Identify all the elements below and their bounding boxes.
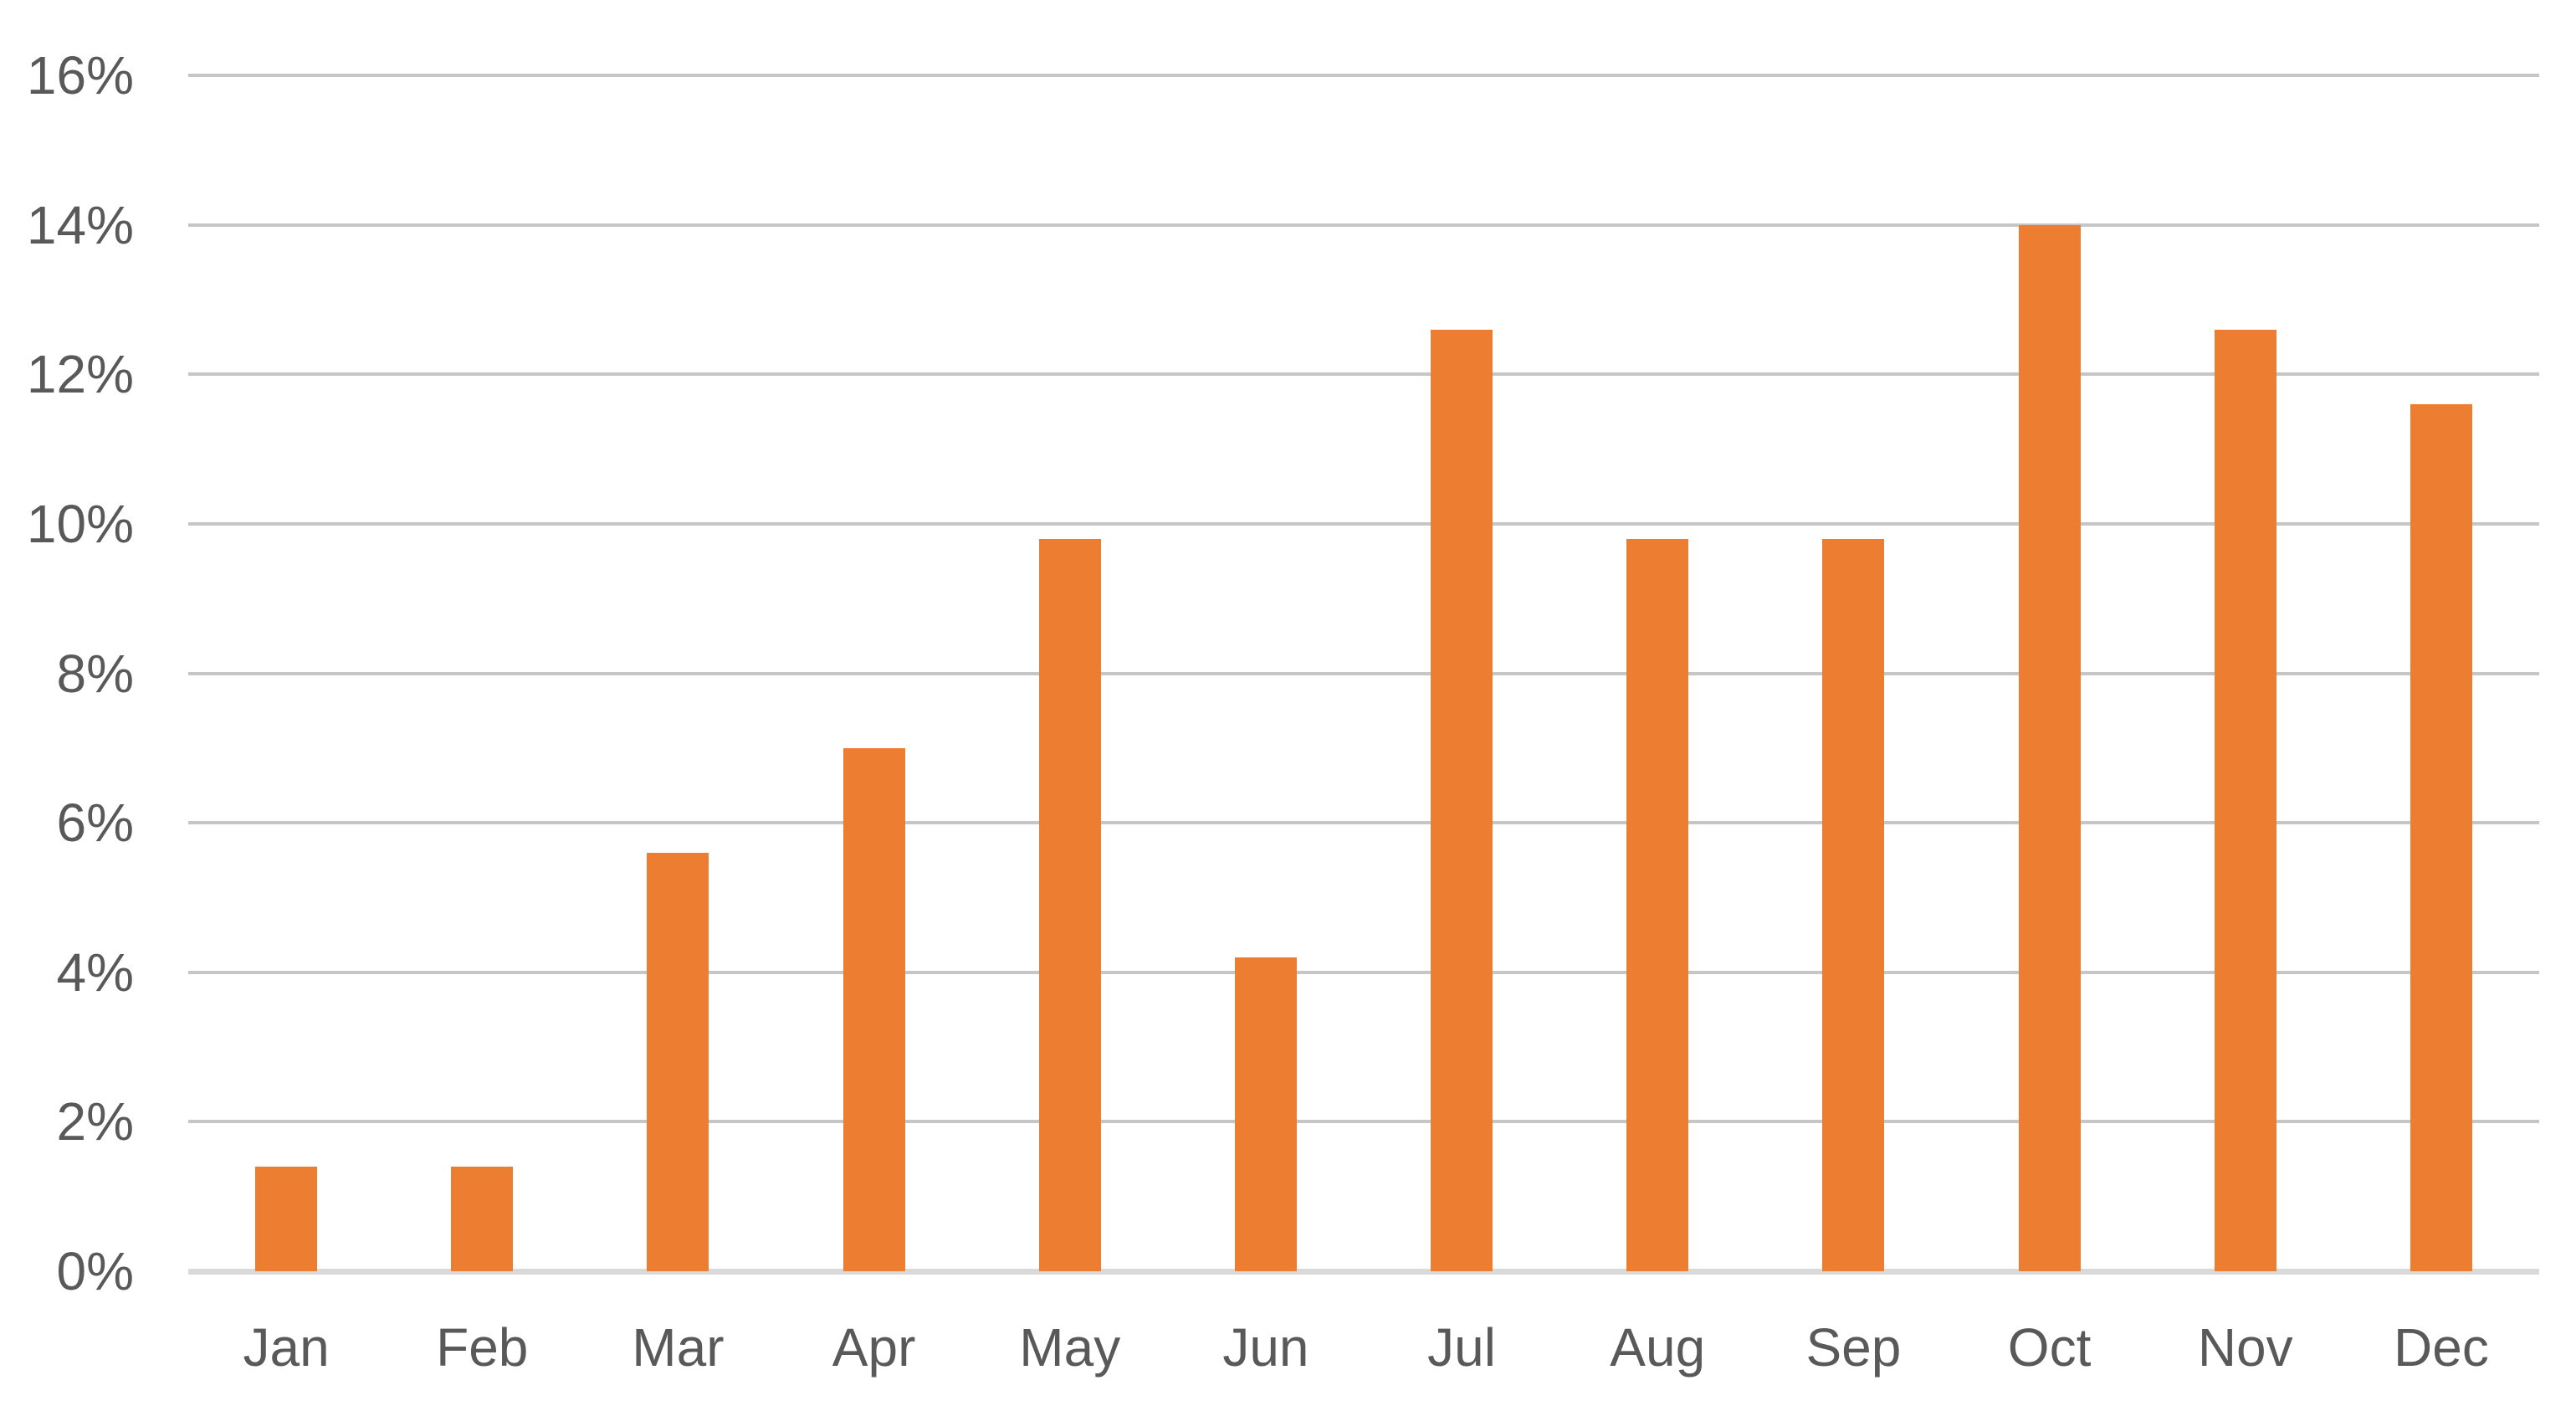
gridline-14pct [188, 223, 2539, 227]
plot-area [188, 74, 2539, 1275]
bar-jan [255, 1166, 318, 1271]
x-axis-label-may: May [1019, 1317, 1121, 1378]
y-axis-tick-label-8pct: 8% [56, 643, 135, 704]
y-axis-tick-label-0pct: 0% [56, 1241, 135, 1301]
x-axis-label-jun: Jun [1222, 1317, 1309, 1378]
bar-sep [1822, 538, 1885, 1271]
bar-jul [1431, 329, 1493, 1271]
bar-feb [451, 1166, 514, 1271]
gridline-10pct [188, 521, 2539, 526]
bar-oct [2018, 224, 2081, 1271]
x-axis-label-jul: Jul [1427, 1317, 1496, 1378]
bar-jun [1234, 957, 1297, 1271]
x-axis-label-mar: Mar [632, 1317, 725, 1378]
bar-nov [2214, 329, 2276, 1271]
bar-apr [842, 747, 905, 1271]
x-axis-label-jan: Jan [243, 1317, 330, 1378]
y-axis-tick-label-14pct: 14% [26, 194, 134, 255]
gridline-6pct [188, 821, 2539, 825]
x-axis-label-feb: Feb [436, 1317, 529, 1378]
y-axis-tick-label-4pct: 4% [56, 942, 135, 1003]
bar-dec [2410, 403, 2472, 1271]
x-axis-label-sep: Sep [1805, 1317, 1902, 1378]
y-axis-tick-label-12pct: 12% [26, 344, 134, 405]
gridline-8pct [188, 671, 2539, 675]
bar-may [1038, 538, 1101, 1271]
x-axis-label-nov: Nov [2197, 1317, 2293, 1378]
gridline-12pct [188, 372, 2539, 377]
bar-mar [647, 852, 709, 1271]
x-axis-label-dec: Dec [2394, 1317, 2489, 1378]
gridline-4pct [188, 970, 2539, 974]
gridline-2pct [188, 1120, 2539, 1124]
gridline-16pct [188, 74, 2539, 77]
x-axis-line [188, 1269, 2539, 1275]
y-axis-tick-label-10pct: 10% [26, 493, 134, 554]
y-axis-tick-label-16pct: 16% [26, 45, 134, 105]
y-axis-tick-label-2pct: 2% [56, 1091, 135, 1152]
x-axis-label-oct: Oct [2007, 1317, 2092, 1378]
y-axis-tick-label-6pct: 6% [56, 793, 135, 854]
bar-aug [1626, 538, 1689, 1271]
x-axis-label-apr: Apr [832, 1317, 916, 1378]
x-axis-label-aug: Aug [1610, 1317, 1706, 1378]
